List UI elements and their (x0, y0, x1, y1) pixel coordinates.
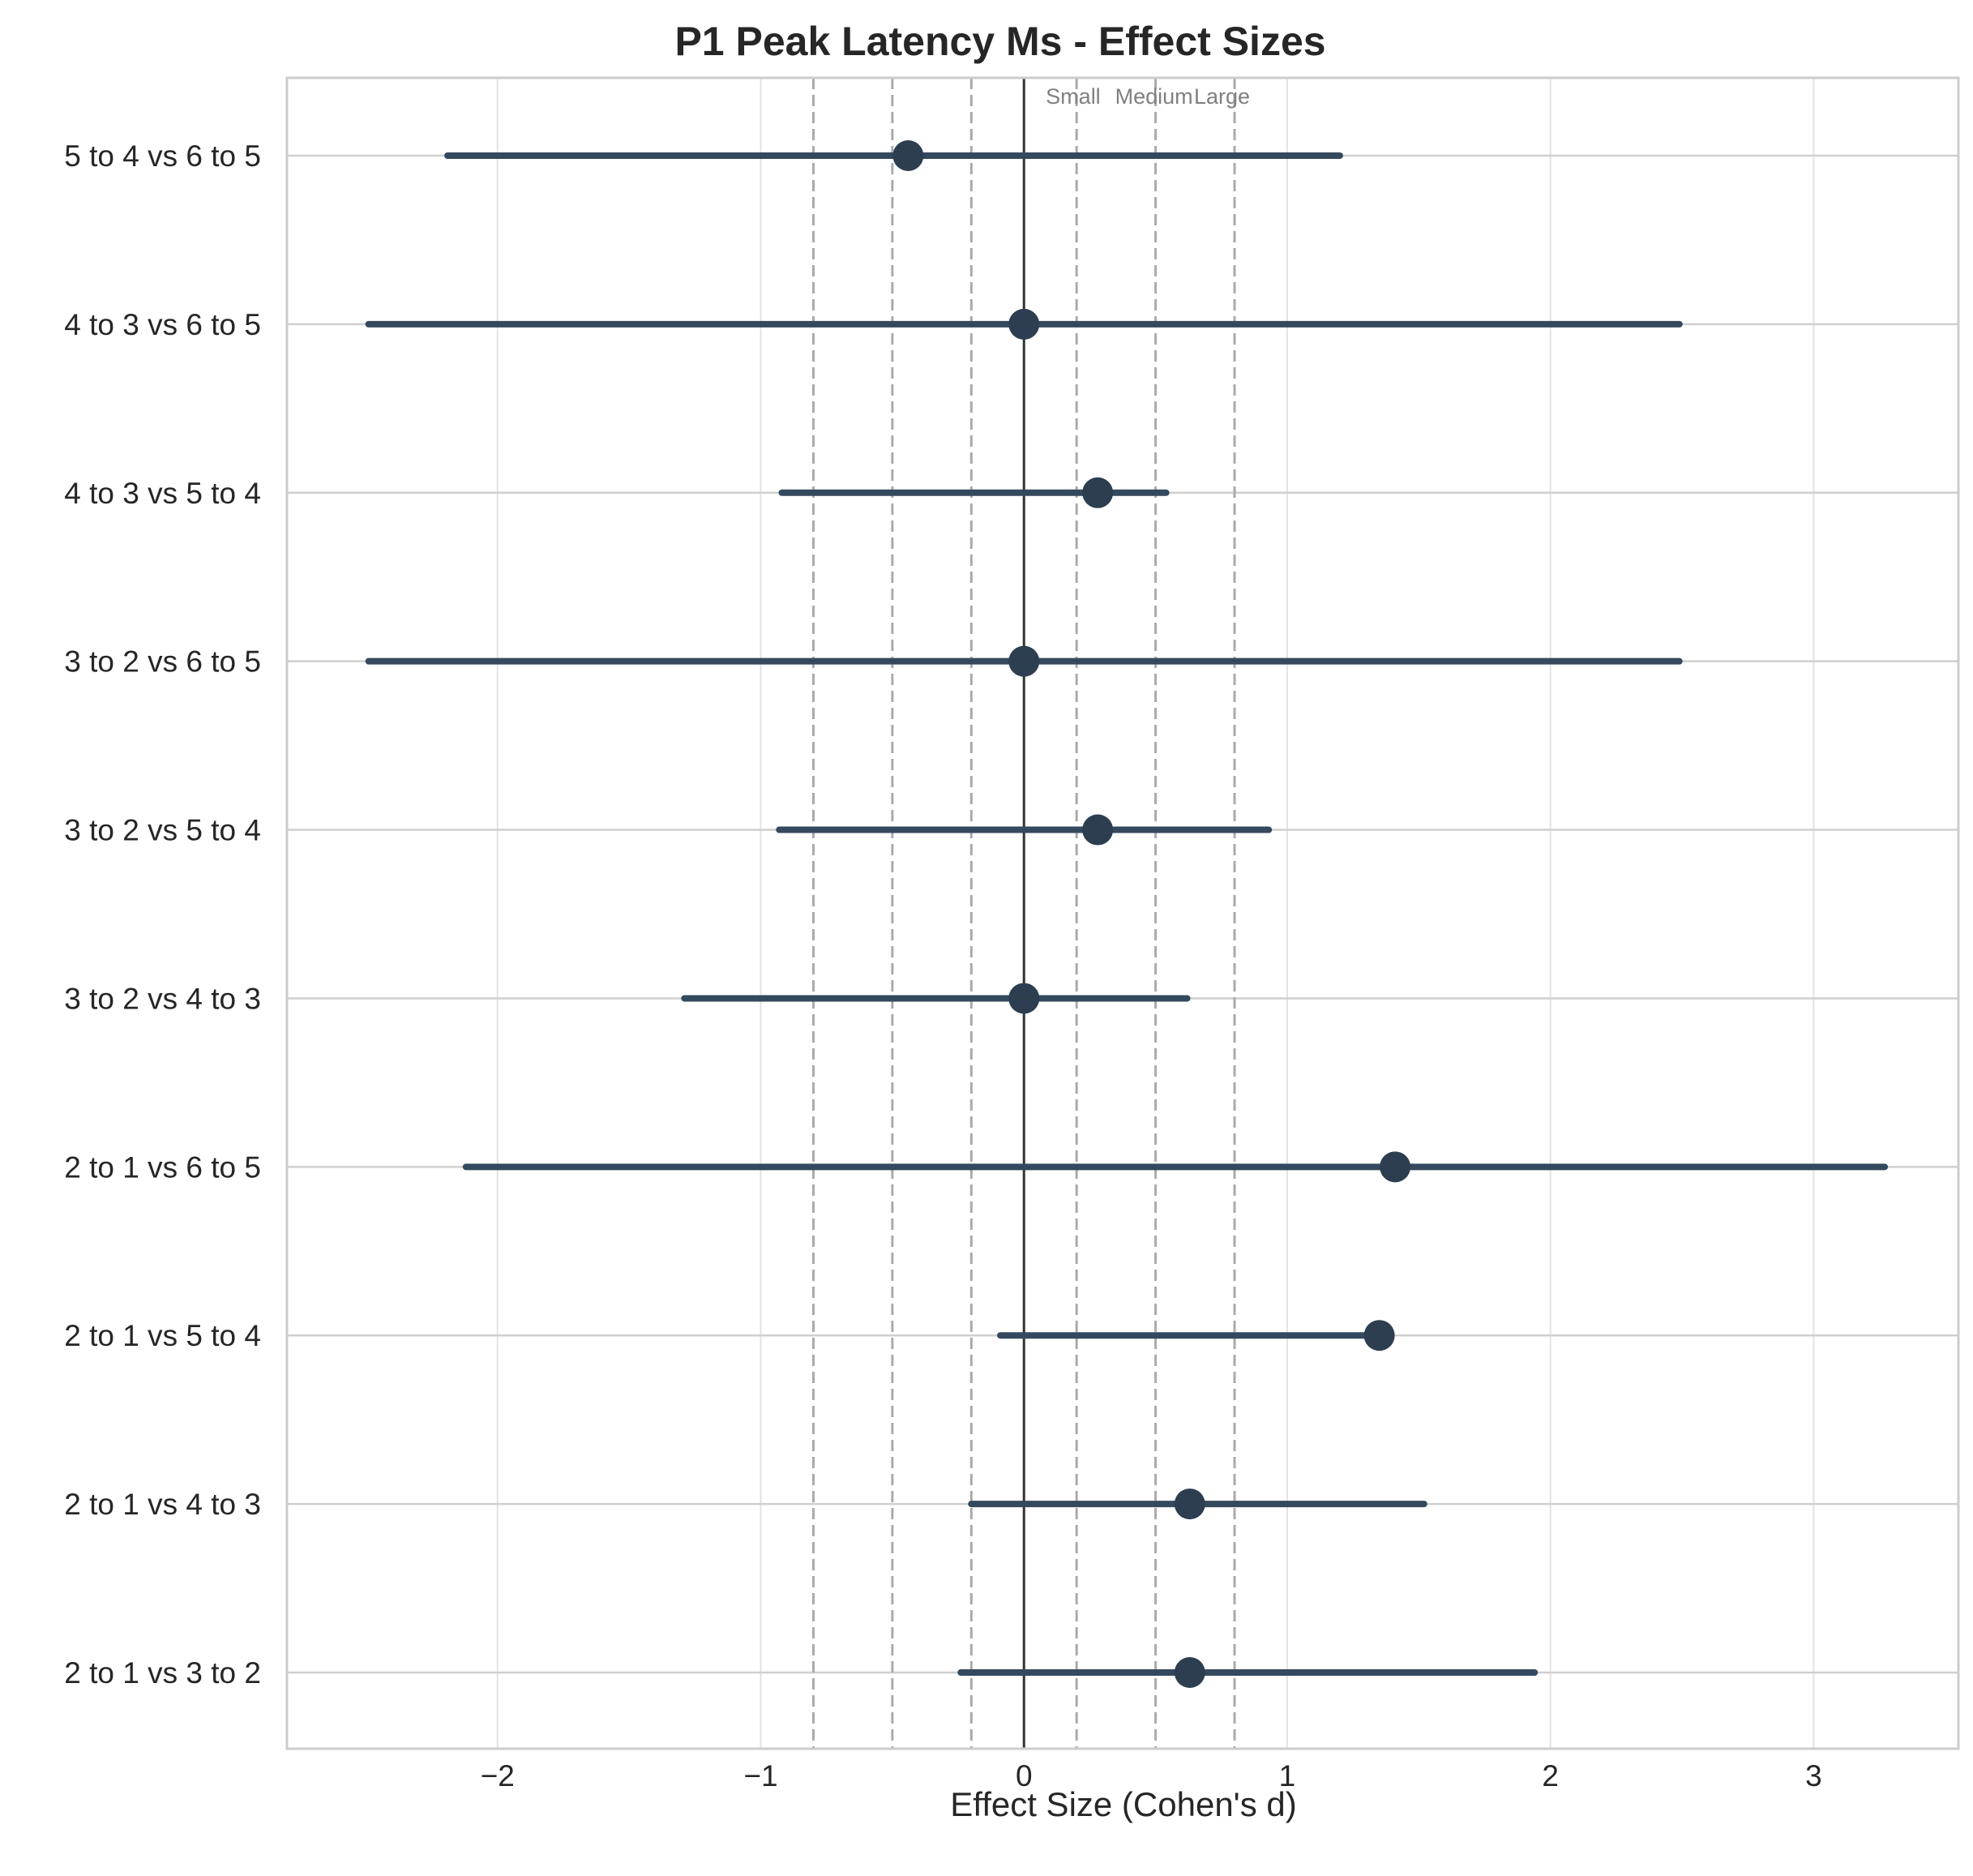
plot-frame (285, 76, 1960, 1750)
effect-size-point (1008, 308, 1040, 340)
y-tick-label: 4 to 3 vs 6 to 5 (64, 308, 261, 341)
effect-size-point (1082, 477, 1114, 508)
x-tick-label: 2 (1542, 1759, 1559, 1792)
x-tick-label: −2 (481, 1759, 515, 1792)
chart-title: P1 Peak Latency Ms - Effect Sizes (674, 19, 1325, 64)
y-tick-labels: 5 to 4 vs 6 to 5 4 to 3 vs 6 to 5 4 to 3 v… (64, 139, 261, 1690)
effect-size-point (1082, 814, 1114, 846)
y-tick-label: 4 to 3 vs 5 to 4 (64, 477, 261, 510)
y-tick-label: 2 to 1 vs 6 to 5 (64, 1150, 261, 1184)
effect-size-point (892, 140, 924, 171)
threshold-label-medium: Medium (1115, 84, 1193, 109)
x-axis-label: Effect Size (Cohen's d) (950, 1785, 1296, 1823)
effect-size-point (1380, 1151, 1411, 1183)
effect-size-point (1174, 1657, 1205, 1688)
y-tick-label: 2 to 1 vs 4 to 3 (64, 1488, 261, 1521)
y-tick-label: 2 to 1 vs 5 to 4 (64, 1319, 261, 1352)
y-tick-label: 3 to 2 vs 4 to 3 (64, 982, 261, 1015)
effect-size-point (1008, 983, 1040, 1014)
x-tick-labels: −2 −1 0 1 2 3 (481, 1759, 1822, 1792)
effect-size-point (1008, 645, 1040, 677)
x-tick-label: 3 (1805, 1759, 1822, 1792)
reference-lines: Small Medium Large (811, 78, 1250, 1749)
y-tick-label: 5 to 4 vs 6 to 5 (64, 139, 261, 173)
grid-lines (287, 78, 1958, 1749)
y-tick-label: 3 to 2 vs 5 to 4 (64, 814, 261, 847)
effect-size-point (1174, 1488, 1205, 1520)
x-tick-label: 1 (1279, 1759, 1296, 1792)
y-tick-label: 2 to 1 vs 3 to 2 (64, 1656, 261, 1690)
effect-size-marks (365, 140, 1889, 1688)
x-tick-label: −1 (743, 1759, 777, 1792)
effect-size-point (1363, 1320, 1395, 1351)
y-tick-label: 3 to 2 vs 6 to 5 (64, 645, 261, 679)
threshold-label-large: Large (1194, 84, 1250, 109)
x-tick-label: 0 (1016, 1759, 1033, 1792)
threshold-label-small: Small (1046, 84, 1101, 109)
